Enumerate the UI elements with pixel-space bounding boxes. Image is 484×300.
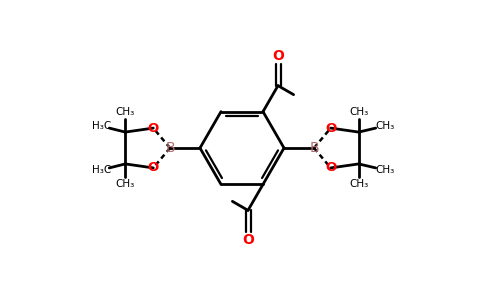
- Text: CH₃: CH₃: [349, 179, 368, 189]
- Text: O: O: [272, 49, 284, 63]
- Text: O: O: [148, 161, 159, 174]
- Text: O: O: [242, 233, 254, 248]
- Text: H₃C: H₃C: [91, 121, 111, 131]
- Text: CH₃: CH₃: [375, 121, 394, 131]
- Text: CH₃: CH₃: [349, 107, 368, 117]
- Text: CH₃: CH₃: [116, 107, 135, 117]
- Text: B: B: [309, 141, 319, 155]
- Text: O: O: [325, 161, 336, 174]
- Text: O: O: [148, 122, 159, 135]
- Text: O: O: [325, 122, 336, 135]
- Text: CH₃: CH₃: [375, 165, 394, 175]
- Text: CH₃: CH₃: [116, 179, 135, 189]
- Text: H₃C: H₃C: [91, 165, 111, 175]
- Text: B: B: [165, 141, 175, 155]
